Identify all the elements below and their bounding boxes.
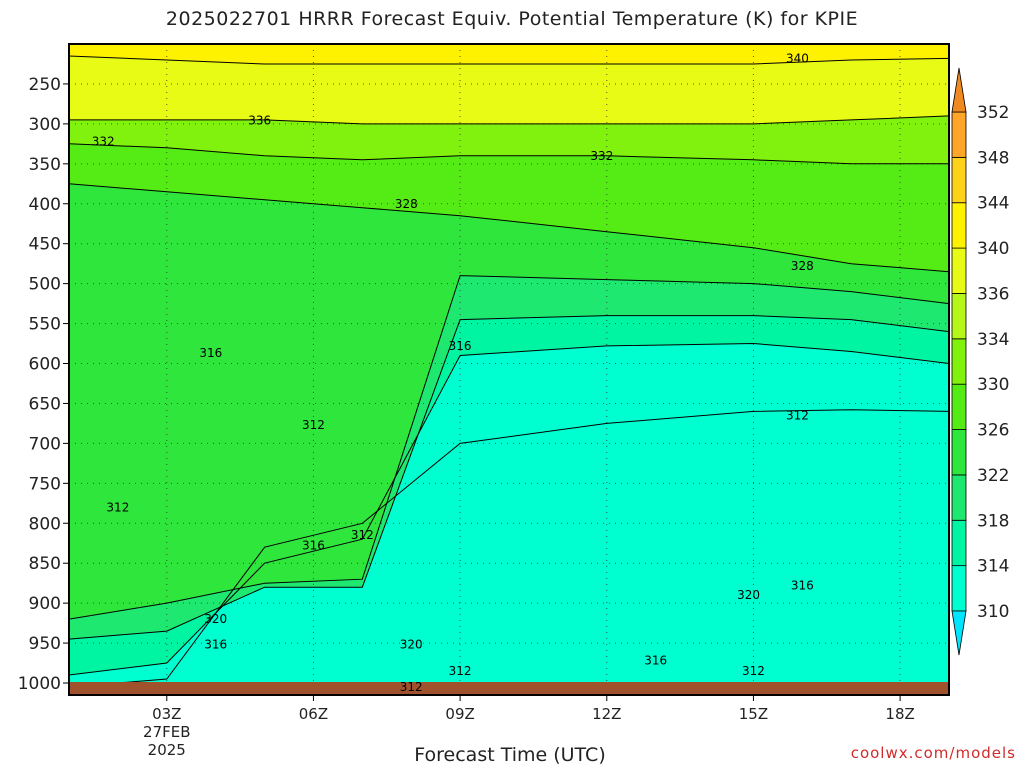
theta-contour-line [69, 143, 949, 165]
theta-contour-line [69, 55, 949, 65]
colorbar-tick-label: 322 [977, 466, 1009, 486]
contour-label: 316 [449, 339, 472, 353]
colorbar-segment [951, 429, 967, 476]
colorbar-segment [951, 247, 967, 294]
y-tick-label: 300 [29, 115, 61, 135]
x-tick-label: 06Z [299, 705, 328, 723]
ground-surface [69, 682, 949, 695]
theta-band [69, 409, 949, 695]
colorbar-segment [951, 293, 967, 340]
colorbar-segment [951, 474, 967, 521]
chart-title: 2025022701 HRRR Forecast Equiv. Potentia… [165, 8, 859, 30]
colorbar-tick-label: 334 [977, 330, 1009, 350]
contour-label: 328 [395, 197, 418, 211]
contour-label: 316 [302, 539, 325, 553]
colorbar-segment [951, 383, 967, 430]
colorbar-tick-label: 352 [977, 103, 1009, 123]
y-tick-label: 550 [29, 315, 61, 335]
y-tick-label: 950 [29, 634, 61, 654]
plot-frame [68, 43, 950, 696]
theta-contour-line [69, 315, 949, 640]
x-tick-label: 09Z [445, 705, 474, 723]
y-tick-label: 1000 [18, 674, 61, 694]
y-tick-label: 700 [29, 434, 61, 454]
y-tick-label: 600 [29, 355, 61, 375]
contour-label: 320 [400, 638, 423, 652]
colorbar-segment [951, 519, 967, 567]
colorbar-tick-label: 340 [977, 239, 1009, 259]
y-tick-label: 500 [29, 275, 61, 295]
x-tick-label: 12Z [592, 705, 621, 723]
theta-band [69, 343, 949, 687]
theta-band [69, 44, 949, 64]
source-credit[interactable]: coolwx.com/models [850, 744, 1016, 762]
theta-contour-line [69, 409, 949, 688]
colorbar-segment [951, 156, 967, 204]
theta-contour-line [69, 183, 949, 273]
contour-label: 316 [644, 654, 667, 668]
theta-band [69, 143, 949, 272]
theta-contour-line [69, 275, 949, 620]
contour-label: 332 [92, 134, 115, 148]
theta-contour-line [69, 115, 949, 125]
contour-label: 320 [204, 612, 227, 626]
colorbar-tick-label: 314 [977, 557, 1009, 577]
contour-label: 312 [302, 418, 325, 432]
theta-band [69, 56, 949, 124]
contour-label: 328 [791, 259, 814, 273]
contour-label: 312 [400, 680, 423, 694]
x-date-label: 2025 [148, 741, 186, 759]
colorbar-extend-low [951, 610, 967, 656]
y-tick-label: 400 [29, 195, 61, 215]
contour-label: 336 [248, 114, 271, 128]
y-tick-label: 450 [29, 235, 61, 255]
y-tick-label: 800 [29, 514, 61, 534]
colorbar-tick-label: 344 [977, 194, 1009, 214]
contour-label: 312 [351, 528, 374, 542]
contour-label: 320 [737, 588, 760, 602]
theta-band [69, 275, 949, 640]
plot-area: 340 336 332 332 328 328 316 316 312 312 312 312 316 3… [69, 44, 949, 695]
contour-label: 316 [204, 638, 227, 652]
y-tick-label: 900 [29, 594, 61, 614]
x-tick-label: 18Z [885, 705, 914, 723]
colorbar-segment [951, 202, 967, 249]
x-axis-label: Forecast Time (UTC) [414, 744, 606, 766]
colorbar-tick-label: 318 [977, 511, 1009, 531]
contour-label: 312 [786, 408, 809, 422]
theta-band [69, 183, 949, 620]
y-tick-label: 750 [29, 474, 61, 494]
y-tick-label: 650 [29, 394, 61, 414]
colorbar-extend-high [951, 67, 967, 113]
colorbar-segment [951, 338, 967, 385]
y-tick-label: 850 [29, 554, 61, 574]
colorbar-segment [951, 565, 967, 612]
colorbar: 310 314 318 322 326 330 334 336 340 344 348 352 [951, 67, 1009, 656]
contour-label: 332 [590, 149, 613, 163]
colorbar-tick-label: 330 [977, 375, 1009, 395]
contour-label: 312 [106, 500, 129, 514]
theta-band [69, 115, 949, 164]
contour-label: 312 [449, 664, 472, 678]
contour-label: 340 [786, 51, 809, 65]
y-tick-label: 350 [29, 155, 61, 175]
colorbar-tick-label: 348 [977, 148, 1009, 168]
colorbar-tick-label: 336 [977, 284, 1009, 304]
y-tick-label: 250 [29, 75, 61, 95]
contour-label: 312 [742, 664, 765, 678]
x-tick-label: 15Z [739, 705, 768, 723]
colorbar-tick-label: 310 [977, 602, 1009, 622]
colorbar-tick-label: 326 [977, 421, 1009, 441]
contour-label: 316 [199, 346, 222, 360]
contour-label: 316 [791, 579, 814, 593]
x-tick-label: 03Z [152, 705, 181, 723]
x-date-label: 27FEB [143, 723, 190, 741]
colorbar-segment [951, 111, 967, 158]
theta-contour-line [69, 342, 949, 676]
